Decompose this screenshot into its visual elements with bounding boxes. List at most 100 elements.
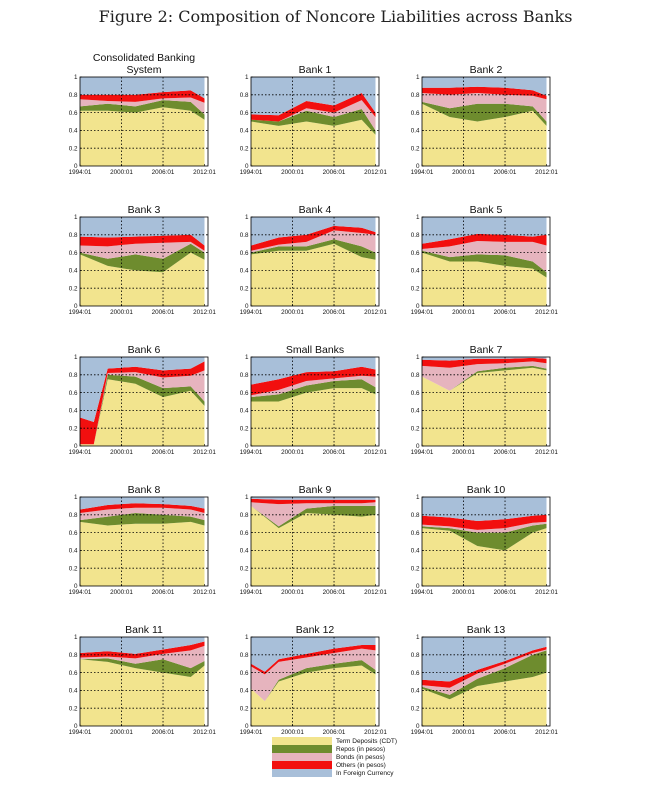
y-tick-label: 0.4	[411, 548, 420, 555]
plot-frame	[79, 216, 209, 307]
x-tick-label: 2012:01	[535, 449, 558, 456]
series-area	[80, 243, 205, 273]
legend-label: In Foreign Currency	[336, 769, 394, 777]
x-tick-label: 1994:01	[411, 309, 434, 316]
y-tick-label: 1	[416, 214, 420, 221]
series-area	[251, 497, 376, 500]
x-tick-label: 1994:01	[69, 589, 92, 596]
legend-item: Bonds (in pesos)	[272, 753, 397, 761]
x-tick-label: 2000:01	[110, 729, 133, 736]
series-area	[251, 239, 376, 260]
y-tick-label: 0.6	[69, 390, 78, 397]
series-area	[422, 77, 547, 96]
series-area	[251, 357, 376, 385]
panel-title: Bank 2	[470, 64, 503, 76]
panel-title: Bank 6	[128, 344, 161, 356]
chart-panel: Bank 5 0 0.2 0.4 0.6 0.8 1 1994:01 2000:01 2006:0…	[411, 204, 559, 316]
y-tick-label: 0.4	[240, 128, 249, 135]
x-tick-label: 2000:01	[281, 449, 304, 456]
series-area	[422, 367, 547, 446]
y-tick-label: 0	[74, 163, 78, 170]
y-tick-label: 0	[416, 723, 420, 730]
plot-frame	[79, 636, 209, 727]
series-area	[251, 100, 376, 131]
y-tick-label: 0.8	[240, 372, 249, 379]
y-tick-label: 0.2	[69, 285, 78, 292]
series-area	[80, 513, 205, 526]
x-tick-label: 1994:01	[240, 309, 263, 316]
plot-frame	[79, 356, 209, 447]
series-area	[422, 357, 547, 368]
x-tick-label: 2000:01	[110, 589, 133, 596]
y-tick-label: 0.4	[69, 688, 78, 695]
y-tick-label: 0.6	[240, 390, 249, 397]
series-area	[251, 93, 376, 122]
y-tick-label: 0.8	[240, 232, 249, 239]
series-area	[251, 388, 376, 446]
plot-frame	[79, 76, 209, 167]
x-tick-label: 2000:01	[452, 449, 475, 456]
y-tick-label: 0.2	[411, 565, 420, 572]
x-tick-label: 2000:01	[281, 589, 304, 596]
x-tick-label: 2012:01	[364, 309, 387, 316]
y-tick-label: 0	[416, 303, 420, 310]
y-tick-label: 0.4	[240, 268, 249, 275]
series-area	[80, 658, 205, 677]
series-area	[80, 641, 205, 659]
legend-swatch	[272, 769, 332, 777]
y-tick-label: 0.6	[411, 670, 420, 677]
plot-frame	[250, 216, 380, 307]
plot-frame	[79, 496, 209, 587]
y-tick-label: 1	[74, 354, 78, 361]
series-area	[80, 241, 205, 259]
y-tick-label: 1	[245, 354, 249, 361]
panel-title: Bank 9	[299, 484, 332, 496]
chart-panel: Small Banks 0 0.2 0.4 0.6 0.8 1 1994:01 2000:01 2…	[240, 344, 388, 456]
x-tick-label: 2012:01	[535, 309, 558, 316]
x-tick-label: 2012:01	[193, 169, 216, 176]
y-tick-label: 0.8	[411, 372, 420, 379]
chart-panel: Bank 4 0 0.2 0.4 0.6 0.8 1 1994:01 2000:01 2006:0…	[240, 204, 388, 316]
chart-panel: Bank 1 0 0.2 0.4 0.6 0.8 1 1994:01 2000:01 2006:0…	[240, 64, 388, 176]
series-area	[422, 241, 547, 273]
y-tick-label: 0.8	[69, 92, 78, 99]
series-area	[422, 93, 547, 122]
legend-label: Bonds (in pesos)	[336, 753, 385, 761]
y-tick-label: 0.6	[240, 670, 249, 677]
series-area	[80, 97, 205, 115]
x-tick-label: 1994:01	[240, 589, 263, 596]
panel-title: Bank 3	[128, 204, 161, 216]
panel-title: Bank 10	[467, 484, 506, 496]
x-tick-label: 2006:01	[494, 589, 517, 596]
y-tick-label: 0.8	[411, 512, 420, 519]
x-tick-label: 2012:01	[364, 449, 387, 456]
x-tick-label: 1994:01	[411, 729, 434, 736]
series-area	[422, 497, 547, 521]
series-area	[422, 103, 547, 166]
plot-frame	[421, 496, 551, 587]
series-area	[422, 523, 547, 551]
x-tick-label: 2006:01	[152, 589, 175, 596]
x-tick-label: 1994:01	[411, 589, 434, 596]
plot-frame	[250, 76, 380, 167]
series-area	[422, 365, 547, 391]
series-area	[80, 379, 205, 446]
series-area	[422, 357, 547, 361]
x-tick-label: 2006:01	[152, 169, 175, 176]
x-tick-label: 2006:01	[323, 449, 346, 456]
y-tick-label: 0.8	[69, 512, 78, 519]
panel-title: Consolidated Banking System	[93, 52, 195, 76]
x-tick-label: 2006:01	[323, 729, 346, 736]
y-tick-label: 1	[416, 354, 420, 361]
series-area	[422, 233, 547, 249]
x-tick-label: 2012:01	[193, 309, 216, 316]
x-tick-label: 1994:01	[240, 729, 263, 736]
y-tick-label: 0.4	[411, 128, 420, 135]
y-tick-label: 0.8	[240, 92, 249, 99]
series-area	[251, 119, 376, 166]
series-area	[80, 659, 205, 726]
y-tick-label: 0.6	[69, 250, 78, 257]
y-tick-label: 0.6	[411, 250, 420, 257]
series-area	[422, 250, 547, 278]
chart-panel: Bank 13 0 0.2 0.4 0.6 0.8 1 1994:01 2000:01 2006:…	[411, 624, 559, 736]
